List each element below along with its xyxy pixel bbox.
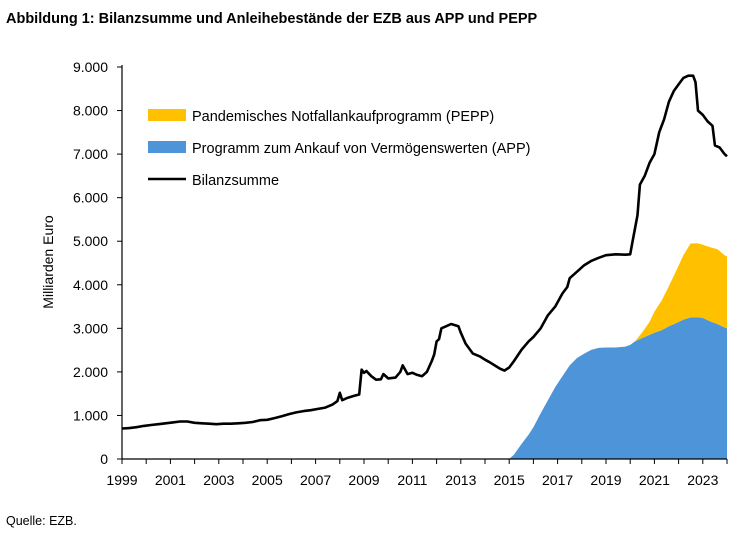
y-tick-label: 1.000 xyxy=(73,407,108,423)
x-tick-label: 2001 xyxy=(155,472,186,488)
y-tick-label: 3.000 xyxy=(73,320,108,336)
series-bilanzsumme-line xyxy=(121,74,728,430)
x-tick-label: 2015 xyxy=(494,472,525,488)
legend-label: Pandemisches Notfallankaufprogramm (PEPP… xyxy=(192,109,494,125)
y-axis-label: Milliarden Euro xyxy=(40,215,56,309)
y-tick-label: 0 xyxy=(100,451,108,467)
axes: 0 1.000 2.000 3.000 4.000 5.000 6.000 7.000 8.00… xyxy=(73,59,728,488)
legend-label: Bilanzsumme xyxy=(192,173,279,189)
legend-label: Programm zum Ankauf von Vermögenswerten … xyxy=(192,141,530,157)
legend-swatch-pepp xyxy=(148,109,186,121)
y-tick-label: 4.000 xyxy=(73,277,108,293)
legend-swatch-app xyxy=(148,141,186,153)
figure-title: Abbildung 1: Bilanzsumme und Anleihebest… xyxy=(6,11,538,27)
x-tick-label: 2023 xyxy=(687,472,718,488)
x-tick-label: 2019 xyxy=(590,472,621,488)
x-tick-label: 2007 xyxy=(300,472,331,488)
source-note: Quelle: EZB. xyxy=(6,514,77,528)
series-pepp-area xyxy=(635,243,727,342)
y-tick-label: 6.000 xyxy=(73,190,108,206)
y-tick-label: 7.000 xyxy=(73,146,108,162)
series-app-area xyxy=(509,317,727,459)
x-tick-label: 2003 xyxy=(203,472,234,488)
legend: Pandemisches Notfallankaufprogramm (PEPP… xyxy=(148,109,530,189)
y-tick-label: 2.000 xyxy=(73,364,108,380)
x-tick-label: 2011 xyxy=(397,472,427,488)
x-tick-label: 2017 xyxy=(542,472,573,488)
x-tick-label: 2013 xyxy=(445,472,476,488)
x-tick-label: 2021 xyxy=(639,472,670,488)
y-tick-label: 8.000 xyxy=(73,103,108,119)
line-layer xyxy=(121,74,728,430)
area-layer xyxy=(509,243,727,459)
y-tick-label: 5.000 xyxy=(73,233,108,249)
x-tick-label: 2009 xyxy=(348,472,379,488)
y-tick-label: 9.000 xyxy=(73,59,108,75)
x-tick-label: 1999 xyxy=(106,472,137,488)
x-tick-label: 2005 xyxy=(252,472,283,488)
